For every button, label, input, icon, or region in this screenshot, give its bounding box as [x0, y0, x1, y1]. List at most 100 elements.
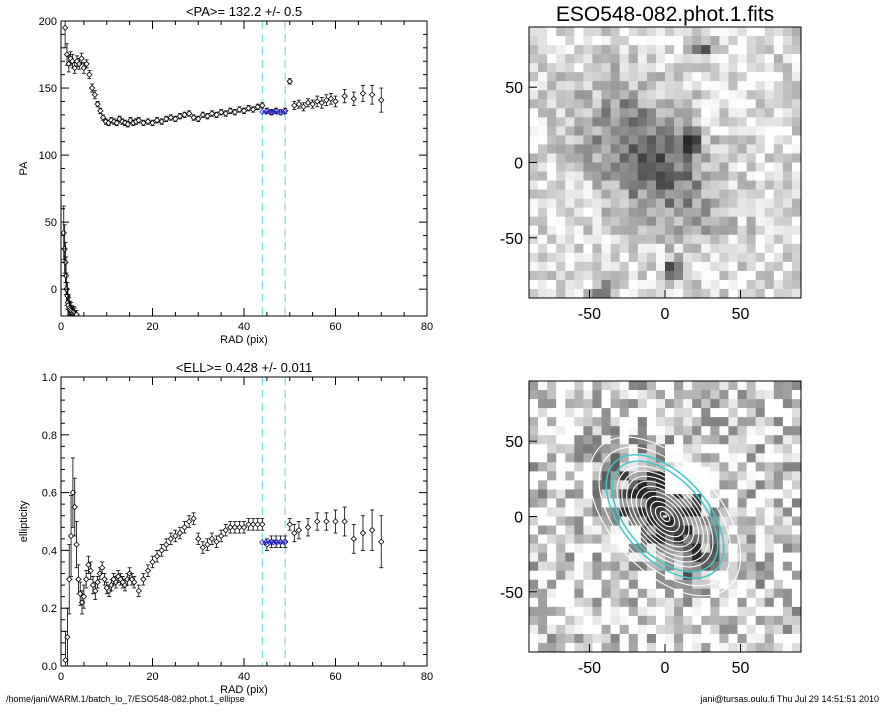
image-pixel — [592, 117, 602, 127]
image-pixel — [556, 642, 566, 653]
image-pixel — [583, 117, 593, 127]
image-pixel — [637, 207, 648, 217]
image-pixel — [746, 162, 756, 172]
image-pixel — [665, 36, 675, 46]
image-pixel — [610, 615, 620, 626]
diamond-marker — [240, 107, 248, 115]
image-pixel — [683, 288, 693, 299]
image-pixel — [674, 108, 684, 118]
image-pixel — [601, 570, 611, 581]
image-pixel — [737, 198, 747, 208]
y-tick-label: -50 — [500, 231, 523, 248]
image-pixel — [746, 507, 756, 517]
diamond-marker — [67, 532, 75, 540]
image-pixel — [655, 243, 666, 254]
image-pixel — [701, 81, 711, 91]
image-pixel — [619, 570, 630, 581]
image-pixel — [737, 99, 747, 109]
image-pixel — [637, 597, 648, 608]
image-pixel — [665, 108, 675, 118]
image-pixel — [737, 36, 747, 46]
image-pixel — [773, 126, 784, 136]
image-pixel — [547, 444, 557, 454]
image-pixel — [692, 552, 702, 562]
image-pixel — [610, 261, 620, 272]
image-pixel — [628, 642, 639, 653]
data-point — [86, 70, 93, 80]
data-point — [217, 529, 225, 543]
image-pixel — [547, 207, 557, 217]
data-point — [222, 523, 229, 537]
image-pixel — [619, 153, 630, 163]
image-pixel — [637, 45, 648, 55]
image-pixel — [674, 597, 684, 608]
image-pixel — [728, 633, 738, 644]
image-pixel — [674, 435, 684, 445]
image-pixel — [628, 135, 639, 145]
image-pixel — [601, 444, 611, 454]
image-pixel — [556, 462, 566, 472]
image-pixel — [583, 45, 593, 55]
image-pixel — [791, 588, 802, 599]
diamond-marker — [217, 109, 225, 116]
image-pixel — [637, 252, 648, 263]
image-pixel — [782, 45, 793, 55]
image-pixel — [701, 516, 711, 526]
image-pixel — [619, 516, 630, 526]
data-point — [222, 110, 229, 117]
data-point — [105, 584, 113, 598]
image-pixel — [782, 144, 793, 154]
image-pixel — [601, 99, 611, 109]
image-pixel — [592, 543, 602, 553]
image-pixel — [601, 198, 611, 208]
image-pixel — [556, 471, 566, 481]
image-pixel — [565, 153, 575, 163]
diamond-marker — [71, 64, 78, 72]
image-pixel — [674, 588, 684, 599]
image-pixel — [773, 543, 784, 553]
image-pixel — [610, 252, 620, 263]
image-pixel — [746, 453, 756, 463]
diamond-marker — [286, 78, 293, 85]
data-point — [66, 544, 73, 615]
image-pixel — [547, 63, 557, 73]
image-pixel — [592, 54, 602, 64]
data-point — [195, 532, 202, 546]
image-pixel — [737, 417, 747, 427]
image-pixel — [782, 525, 793, 535]
image-pixel — [574, 534, 584, 544]
image-pixel — [565, 198, 575, 208]
image-pixel — [637, 408, 648, 418]
image-pixel — [791, 642, 802, 653]
image-pixel — [619, 399, 630, 409]
image-pixel — [764, 390, 775, 400]
image-pixel — [655, 108, 666, 118]
image-pixel — [547, 162, 557, 172]
image-pixel — [692, 72, 702, 82]
image-pixel — [773, 81, 784, 91]
image-pixel — [728, 435, 738, 445]
image-pixel — [583, 561, 593, 571]
image-pixel — [547, 381, 557, 391]
image-pixel — [683, 36, 693, 46]
image-pixel — [746, 579, 756, 590]
image-pixel — [538, 417, 548, 427]
image-pixel — [710, 642, 720, 653]
image-pixel — [610, 426, 620, 436]
image-pixel — [719, 507, 729, 517]
image-pixel — [683, 561, 693, 571]
image-pixel — [538, 408, 548, 418]
image-pixel — [592, 162, 602, 172]
y-tick-label: 0 — [51, 284, 57, 296]
image-pixel — [737, 144, 747, 154]
image-pixel — [728, 252, 738, 263]
data-point — [295, 99, 303, 109]
image-pixel — [764, 480, 775, 490]
image-pixel — [755, 162, 766, 172]
image-pixel — [773, 171, 784, 181]
image-pixel — [791, 624, 802, 635]
image-pixel — [538, 579, 548, 590]
image-pixel — [601, 408, 611, 418]
image-pixel — [791, 615, 802, 626]
image-pixel — [737, 399, 747, 409]
